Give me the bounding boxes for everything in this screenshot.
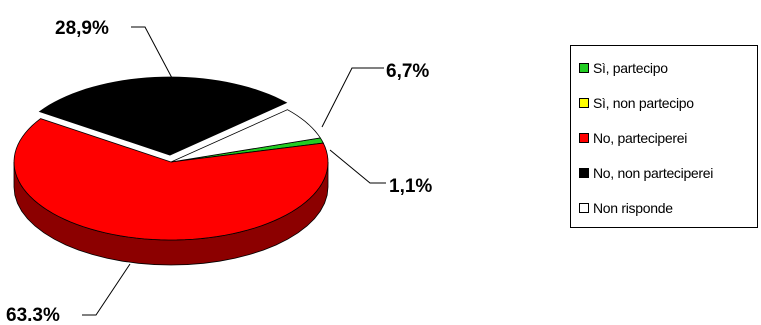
data-label-si-partecipo: 1,1%	[389, 176, 432, 197]
pie-slice-4	[170, 109, 322, 163]
legend: Sì, partecipo Sì, non partecipo No, part…	[570, 45, 758, 228]
legend-swatch-red	[579, 133, 589, 143]
leader-line-white	[321, 67, 384, 128]
legend-swatch-white	[579, 203, 589, 213]
leader-line-green	[329, 149, 386, 184]
data-label-non-risponde: 6,7%	[386, 61, 429, 82]
legend-label: Sì, non partecipo	[593, 95, 694, 111]
legend-item-no-parteciperei: No, parteciperei	[579, 129, 687, 147]
data-label-no-non-parteciperei: 28,9%	[55, 18, 109, 39]
legend-swatch-yellow	[579, 98, 589, 108]
data-label-no-parteciperei: 63.3%	[6, 305, 60, 325]
legend-item-no-non-parteciperei: No, non parteciperei	[579, 164, 713, 182]
legend-item-non-risponde: Non risponde	[579, 199, 673, 217]
legend-label: Non risponde	[593, 200, 673, 216]
pie-slice-3	[38, 76, 288, 156]
legend-item-si-non-partecipo: Sì, non partecipo	[579, 94, 694, 112]
legend-swatch-green	[579, 63, 589, 73]
legend-label: No, parteciperei	[593, 130, 688, 146]
legend-item-si-partecipo: Sì, partecipo	[579, 59, 668, 77]
legend-label: No, non parteciperei	[593, 165, 714, 181]
pie-slice-2	[13, 118, 329, 241]
leader-line-red	[82, 263, 131, 316]
legend-label: Sì, partecipo	[593, 60, 668, 76]
leader-line-black	[131, 26, 173, 79]
legend-swatch-black	[579, 168, 589, 178]
